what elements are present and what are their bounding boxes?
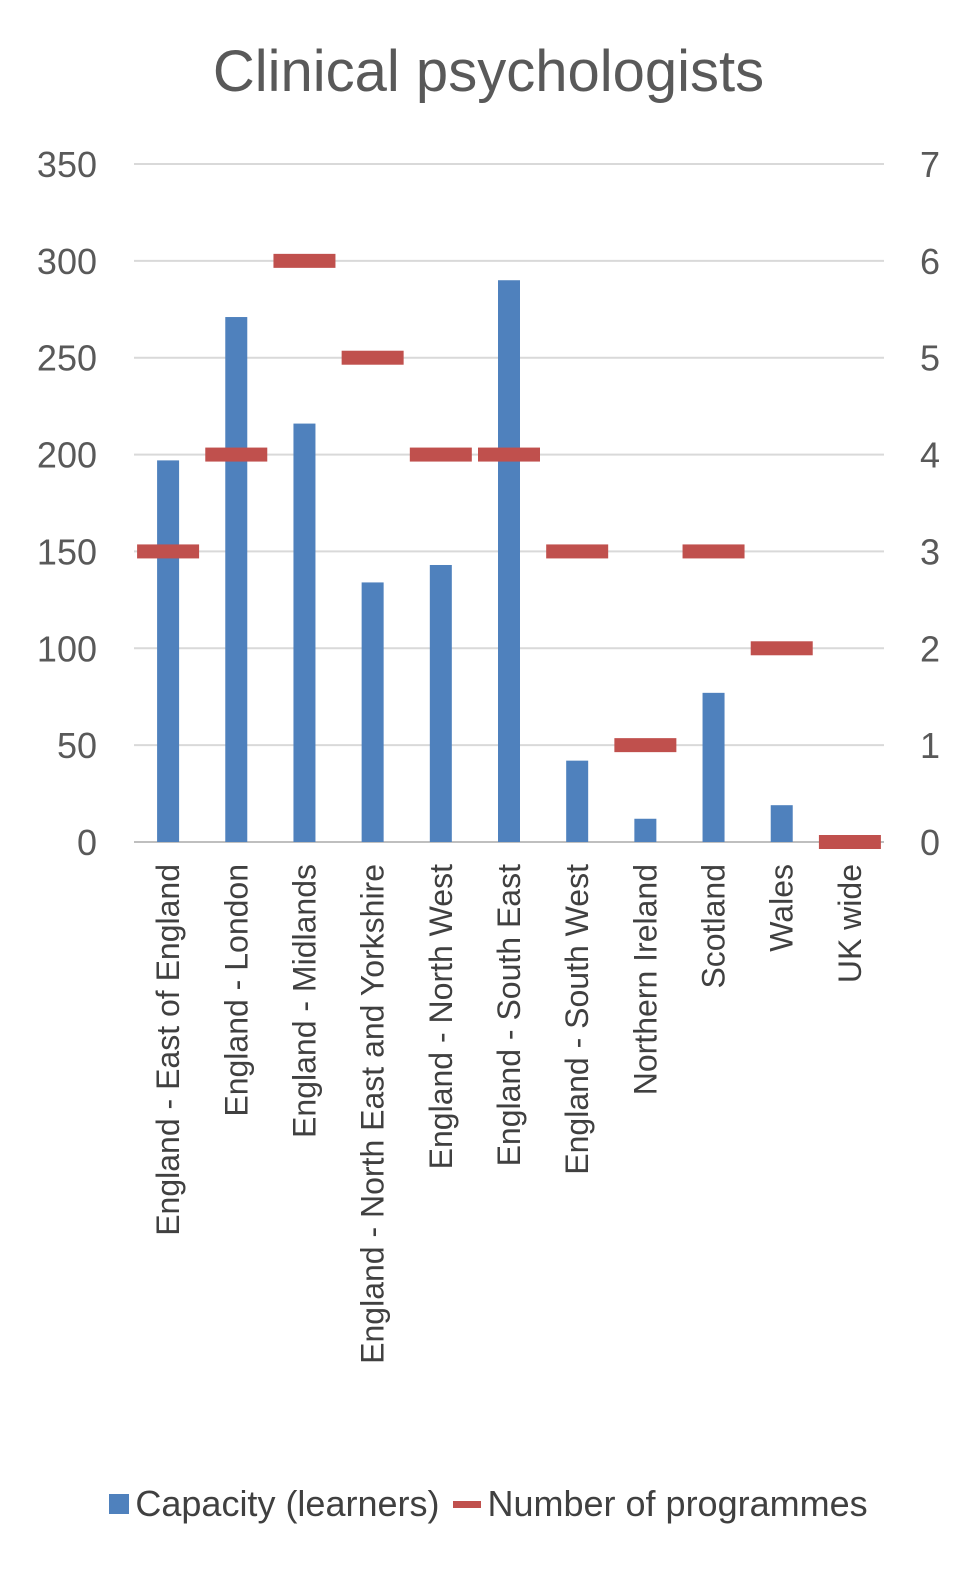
right-tick-label: 4 <box>920 435 940 476</box>
category-label: England - North East and Yorkshire <box>355 864 391 1364</box>
category-label: UK wide <box>832 864 868 983</box>
capacity-bar <box>702 692 725 842</box>
legend-label-programmes: Number of programmes <box>487 1483 868 1524</box>
left-tick-label: 350 <box>37 144 97 185</box>
right-tick-label: 7 <box>920 144 940 185</box>
programme-marker <box>205 447 268 462</box>
chart-plot: 0 50 100 150 200 250 300 350 0 1 2 3 4 5 6 7 England -… <box>37 144 940 1364</box>
capacity-bar <box>293 423 316 842</box>
programme-marker <box>273 253 336 268</box>
category-label: Scotland <box>696 864 732 989</box>
programme-marker <box>818 835 881 849</box>
left-tick-label: 200 <box>37 435 97 476</box>
right-tick-label: 2 <box>920 628 940 669</box>
category-label: England - South East <box>491 864 527 1167</box>
capacity-bar <box>498 280 520 842</box>
programme-markers <box>137 253 881 849</box>
capacity-bar <box>770 805 793 842</box>
capacity-bar <box>634 818 657 842</box>
capacity-bar <box>566 760 589 842</box>
capacity-bar <box>225 317 248 842</box>
programme-marker <box>409 447 472 462</box>
category-label: England - East of England <box>150 864 186 1236</box>
legend-swatch-capacity <box>109 1494 130 1514</box>
left-tick-label: 100 <box>37 628 97 669</box>
legend-swatch-programmes <box>453 1500 482 1508</box>
left-tick-label: 300 <box>37 241 97 282</box>
left-tick-label: 250 <box>37 338 97 379</box>
capacity-bars <box>157 280 793 842</box>
capacity-bar <box>361 582 384 842</box>
right-tick-label: 1 <box>920 725 940 766</box>
category-label: Wales <box>764 864 800 952</box>
programme-marker <box>478 447 540 462</box>
category-labels: England - East of England England - Londo… <box>150 864 868 1364</box>
programme-marker <box>546 544 609 559</box>
legend-item-programmes: Number of programmes <box>453 1483 868 1525</box>
left-tick-label: 0 <box>77 822 97 863</box>
right-axis-ticks: 0 1 2 3 4 5 6 7 <box>920 144 940 863</box>
legend-label-capacity: Capacity (learners) <box>135 1483 440 1524</box>
category-label: England - Midlands <box>286 864 322 1138</box>
category-label: Northern Ireland <box>627 864 663 1095</box>
programme-marker <box>341 350 404 365</box>
left-tick-label: 150 <box>37 531 97 572</box>
capacity-bar <box>429 564 452 842</box>
category-label: England - North West <box>423 864 459 1169</box>
capacity-bar <box>157 460 180 842</box>
programme-marker <box>614 738 677 753</box>
legend-item-capacity: Capacity (learners) <box>109 1483 439 1525</box>
programme-marker <box>137 544 200 559</box>
left-axis-ticks: 0 50 100 150 200 250 300 350 <box>37 144 97 863</box>
left-tick-label: 50 <box>57 725 97 766</box>
chart-title: Clinical psychologists <box>212 39 765 104</box>
programme-marker <box>682 544 745 559</box>
right-tick-label: 5 <box>920 338 940 379</box>
right-tick-label: 0 <box>920 822 940 863</box>
legend: Capacity (learners) Number of programmes <box>0 1483 977 1525</box>
programme-marker <box>750 641 813 656</box>
right-tick-label: 3 <box>920 531 940 572</box>
right-tick-label: 6 <box>920 241 940 282</box>
category-label: England - London <box>218 864 254 1117</box>
category-label: England - South West <box>559 864 595 1175</box>
